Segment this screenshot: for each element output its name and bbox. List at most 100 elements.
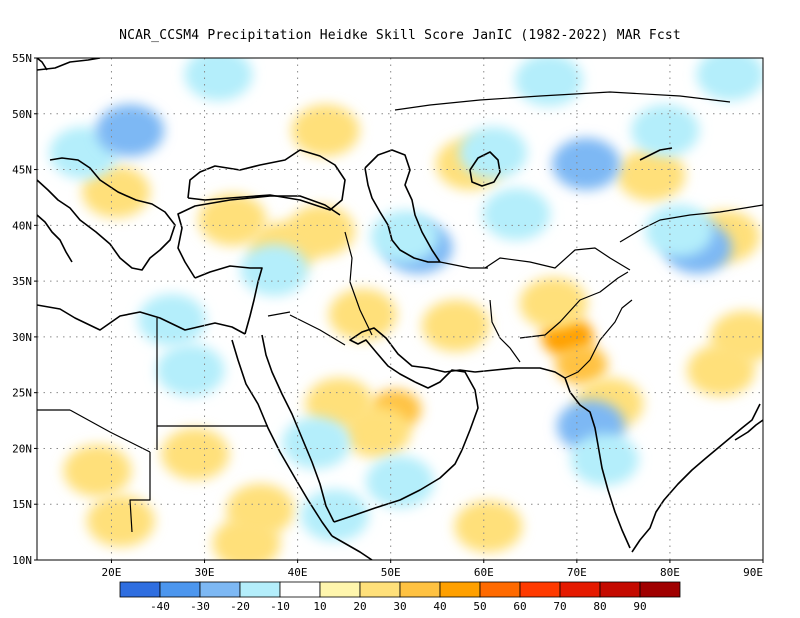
plot-frame [36, 57, 764, 561]
colorbar: -40 -30 -20 -10 10 20 30 40 50 60 70 80 90 [119, 581, 681, 613]
skill-region [305, 377, 374, 430]
skill-region [514, 58, 583, 107]
coastline-persian-gulf [349, 327, 476, 383]
skill-shading-layer [49, 58, 763, 560]
skill-region [63, 444, 132, 497]
coastline-makran [474, 367, 566, 379]
border-iran-iraq [344, 231, 373, 336]
border-iran-turkmenistan [439, 261, 488, 269]
colorbar-label: -20 [230, 600, 250, 613]
border-saudi-jordan [267, 311, 291, 317]
lat-tick-label: 55N [12, 52, 32, 65]
coastline-layer [37, 58, 763, 560]
skill-region [710, 310, 763, 363]
skill-region [184, 58, 253, 101]
skill-region [86, 494, 155, 547]
colorbar-swatch [319, 581, 361, 598]
colorbar-label: 60 [513, 600, 526, 613]
skill-region [696, 58, 763, 101]
skill-region [631, 104, 700, 157]
border-pakistan-iran [489, 299, 521, 363]
border-libya-chad [69, 409, 151, 453]
skill-region [282, 416, 351, 469]
colorbar-swatch [279, 581, 321, 598]
skill-region [645, 204, 714, 257]
coastline-baltic [37, 58, 101, 71]
skill-region [459, 126, 528, 179]
border-china [619, 204, 763, 243]
coastline-red-sea-east [261, 334, 335, 523]
coastline-levant [194, 265, 263, 335]
coastline-india-west [564, 377, 631, 549]
skill-region [300, 489, 369, 542]
colorbar-swatch [639, 581, 681, 598]
lat-tick-label: 40N [12, 219, 32, 232]
skill-region [617, 149, 686, 202]
coastline-north-africa [37, 304, 246, 335]
longitude-labels: 20E 30E 40E 50E 60E 70E 80E 90E [102, 560, 764, 579]
colorbar-label: 20 [353, 600, 366, 613]
skill-region [96, 104, 165, 157]
colorbar-swatch [439, 581, 481, 598]
skill-region [240, 243, 309, 296]
coastline-north-sea [37, 58, 48, 71]
border-india-pakistan [564, 299, 633, 379]
colorbar-label: 40 [433, 600, 446, 613]
colorbar-swatch [559, 581, 601, 598]
border-afghanistan [484, 247, 631, 271]
coastline-red-sea-west [231, 339, 333, 537]
skill-region [366, 455, 434, 508]
coastline-india-east [631, 403, 761, 553]
colorbar-swatch [199, 581, 241, 598]
lat-tick-label: 30N [12, 331, 32, 344]
gridlines [37, 58, 763, 560]
colorbar-label: 70 [553, 600, 566, 613]
colorbar-label: -40 [150, 600, 170, 613]
colorbar-swatch [119, 581, 161, 598]
skill-region [555, 344, 608, 385]
coastline-horn [331, 535, 373, 560]
colorbar-swatch [359, 581, 401, 598]
border-kazakh-russia [394, 91, 731, 111]
lon-tick-label: 20E [102, 566, 122, 579]
skill-region [226, 483, 295, 536]
border-chad-sudan [129, 452, 151, 533]
lat-tick-label: 20N [12, 442, 32, 455]
skill-region [198, 193, 267, 246]
lat-tick-label: 45N [12, 164, 32, 177]
coastline-black-sea [187, 149, 346, 211]
skill-region [454, 500, 523, 553]
lat-tick-label: 25N [12, 387, 32, 400]
skill-region [137, 294, 206, 347]
colorbar-label: 10 [313, 600, 326, 613]
coastline-italy [37, 214, 73, 263]
colorbar-label: 30 [393, 600, 406, 613]
coastline-anatolia [177, 195, 341, 279]
skill-region [291, 104, 360, 157]
lon-tick-label: 50E [381, 566, 401, 579]
colorbar-swatch [399, 581, 441, 598]
coastline-oman [414, 369, 479, 451]
skill-region [519, 277, 588, 330]
skill-region [482, 188, 551, 241]
lat-tick-label: 10N [12, 554, 32, 567]
colorbar-swatch [599, 581, 641, 598]
coastline-balkhash [639, 147, 673, 161]
colorbar-label: 50 [473, 600, 486, 613]
colorbar-label: 80 [593, 600, 606, 613]
skill-region [370, 210, 439, 263]
lon-tick-label: 90E [743, 566, 763, 579]
border-pakistan-afghanistan [519, 271, 629, 339]
lon-tick-label: 60E [474, 566, 494, 579]
colorbar-swatch [159, 581, 201, 598]
skill-region [552, 137, 621, 190]
coastline-aral [469, 151, 501, 187]
map-title: NCAR_CCSM4 Precipitation Heidke Skill Sc… [119, 28, 681, 43]
colorbar-label: -10 [270, 600, 290, 613]
border-saudi-iraq [289, 314, 346, 346]
colorbar-label: -30 [190, 600, 210, 613]
lat-tick-label: 35N [12, 275, 32, 288]
lon-tick-label: 70E [567, 566, 587, 579]
lon-tick-label: 40E [288, 566, 308, 579]
